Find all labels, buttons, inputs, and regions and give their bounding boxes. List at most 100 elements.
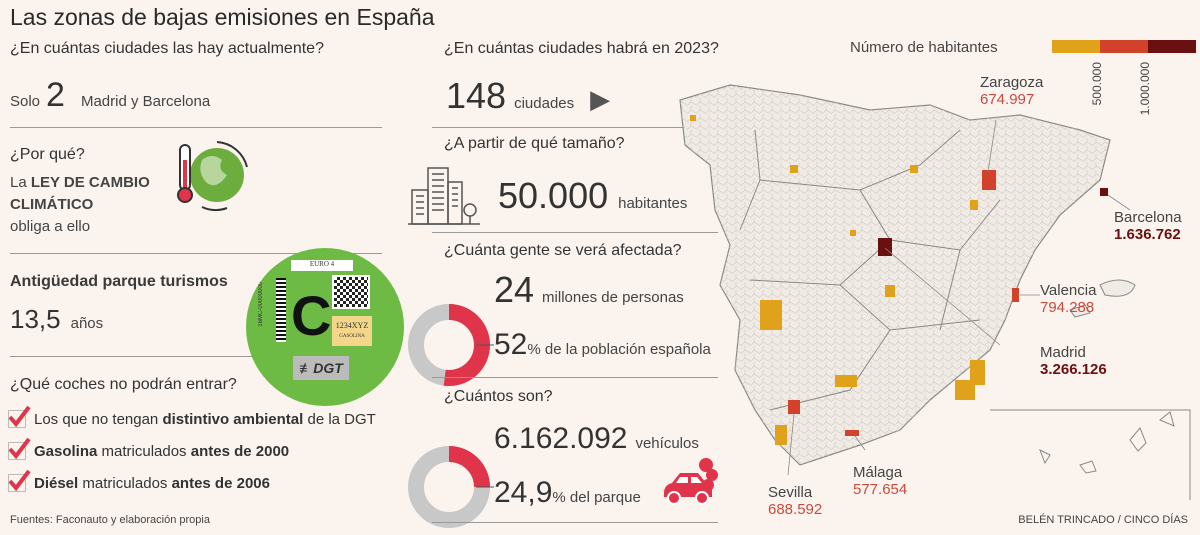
people-affected-unit: millones de personas xyxy=(542,289,684,306)
fleet-pct: 24,9 % del parque xyxy=(494,478,641,508)
spain-map xyxy=(679,84,1191,500)
population-pct-text: % de la población española xyxy=(527,341,711,358)
city-name: Sevilla xyxy=(768,484,813,501)
sticker-plate: 1234XYZ GASOLINA xyxy=(332,316,372,346)
fleet-age-unit: años xyxy=(70,315,104,332)
sources: Fuentes: Faconauto y elaboración propia xyxy=(10,514,210,526)
current-cities-answer: Solo 2 Madrid y Barcelona xyxy=(10,78,210,112)
city-population: 1.636.762 xyxy=(1114,226,1181,243)
current-cities-number: 2 xyxy=(46,76,65,114)
item-text: matriculados xyxy=(97,442,191,460)
city-name: Barcelona xyxy=(1114,209,1182,226)
law-name-line1: LEY DE CAMBIO xyxy=(30,174,150,191)
city-population: 794.288 xyxy=(1040,299,1095,316)
vehicles-unit: vehículos xyxy=(635,435,699,452)
question-banned-cars: ¿Qué coches no podrán entrar? xyxy=(10,376,237,393)
banned-item: Gasolina matriculados antes de 2000 xyxy=(8,437,376,460)
size-number: 50.000 xyxy=(498,175,609,216)
globe-thermometer-icon xyxy=(177,141,248,211)
checkmark-icon xyxy=(8,469,31,492)
city-name: Madrid xyxy=(1040,344,1086,361)
city-label-valencia: Valencia 794.288 xyxy=(1040,282,1096,316)
current-cities-detail: Madrid y Barcelona xyxy=(80,93,211,110)
checkmark-icon xyxy=(8,437,31,460)
credit: BELÉN TRINCADO / CINCO DÍAS xyxy=(1018,514,1188,526)
fleet-age-number: 13,5 xyxy=(10,304,61,334)
vehicles-answer: 6.162.092 vehículos xyxy=(494,424,699,454)
why-tail: obliga a ello xyxy=(10,218,91,235)
question-fleet-age: Antigüedad parque turismos xyxy=(10,273,228,290)
arrow-right-icon: ▶ xyxy=(590,84,611,114)
question-people-affected: ¿Cuánta gente se verá afectada? xyxy=(444,242,682,259)
item-bold: Diésel xyxy=(34,474,79,492)
city-label-madrid: Madrid 3.266.126 xyxy=(1040,344,1107,378)
population-donut-chart xyxy=(408,304,494,386)
city-population: 3.266.126 xyxy=(1040,361,1107,378)
balearic-islands xyxy=(1069,279,1136,318)
legend-title: Número de habitantes xyxy=(850,39,998,56)
population-pct: 52 % de la población española xyxy=(494,330,711,360)
question-vehicles: ¿Cuántos son? xyxy=(444,388,553,405)
banned-cars-list: Los que no tengan distintivo ambiental d… xyxy=(8,405,376,492)
divider xyxy=(10,127,382,128)
item-bold: distintivo ambiental xyxy=(162,410,304,428)
city-label-sevilla: Sevilla 688.592 xyxy=(768,484,822,518)
cities-2023-number: 148 xyxy=(446,75,507,116)
question-current-cities: ¿En cuántas ciudades las hay actualmente… xyxy=(10,40,324,57)
sticker-letter: C xyxy=(291,284,332,347)
polluting-car-icon xyxy=(664,458,718,505)
dgt-logo: ≢DGT xyxy=(293,356,349,380)
barcode-icon xyxy=(276,278,286,342)
item-bold: antes de 2006 xyxy=(171,474,270,492)
plate-number: 1234XYZ xyxy=(335,321,369,330)
city-label-barcelona: Barcelona 1.636.762 xyxy=(1114,209,1182,243)
region-borders xyxy=(739,129,1001,411)
plate-fuel: GASOLINA xyxy=(339,334,365,339)
divider xyxy=(432,232,718,233)
question-why: ¿Por qué? xyxy=(10,146,85,163)
banned-item: Diésel matriculados antes de 2006 xyxy=(8,469,376,492)
divider xyxy=(10,253,382,254)
item-text: matriculados xyxy=(78,474,172,492)
banned-item: Los que no tengan distintivo ambiental d… xyxy=(8,405,376,428)
sticker-serial: 16MC-00000000 xyxy=(258,282,264,327)
dgt-logo-text: DGT xyxy=(313,360,343,376)
city-label-zaragoza: Zaragoza 674.997 xyxy=(980,74,1043,108)
donut-share xyxy=(408,446,490,528)
legend-swatch xyxy=(1052,40,1100,53)
city-buildings-icon xyxy=(408,167,480,225)
city-leader-lines xyxy=(787,119,1131,476)
people-affected-number: 24 xyxy=(494,269,535,310)
city-population: 674.997 xyxy=(980,91,1035,108)
divider xyxy=(432,522,718,523)
city-markers xyxy=(788,170,1108,436)
page-title: Las zonas de bajas emisiones en España xyxy=(10,4,435,30)
divider xyxy=(432,377,718,378)
sticker-euro: EURO 4 xyxy=(291,260,353,271)
municipality-markers xyxy=(690,115,985,445)
legend-swatch xyxy=(1100,40,1148,53)
qr-code-icon xyxy=(332,275,370,309)
dgt-environmental-sticker: EURO 4 16MC-00000000 C 1234XYZ GASOLINA ≢… xyxy=(246,248,404,406)
item-bold: antes de 2000 xyxy=(190,442,290,460)
city-name: Zaragoza xyxy=(980,74,1044,91)
cities-2023-answer: 148 ciudades ▶ xyxy=(446,78,610,115)
solo-label: Solo xyxy=(10,93,41,110)
city-name: Valencia xyxy=(1040,282,1097,299)
divider xyxy=(432,127,718,128)
law-name-line2: CLIMÁTICO xyxy=(10,196,94,213)
fleet-donut-chart xyxy=(408,446,494,528)
population-pct-number: 52 xyxy=(494,328,528,361)
vehicles-number: 6.162.092 xyxy=(494,422,628,455)
fleet-age-answer: 13,5 años xyxy=(10,306,103,332)
cities-2023-unit: ciudades xyxy=(514,95,575,112)
city-name: Málaga xyxy=(853,464,903,481)
question-2023-cities: ¿En cuántas ciudades habrá en 2023? xyxy=(444,40,719,57)
divider xyxy=(10,356,382,357)
why-answer: La LEY DE CAMBIO CLIMÁTICO obliga a ello xyxy=(10,172,150,238)
people-affected-answer: 24 millones de personas xyxy=(494,272,684,308)
item-text: de la DGT xyxy=(303,410,376,428)
item-bold: Gasolina xyxy=(34,442,98,460)
city-label-malaga: Málaga 577.654 xyxy=(853,464,907,498)
la-label: La xyxy=(10,174,27,191)
